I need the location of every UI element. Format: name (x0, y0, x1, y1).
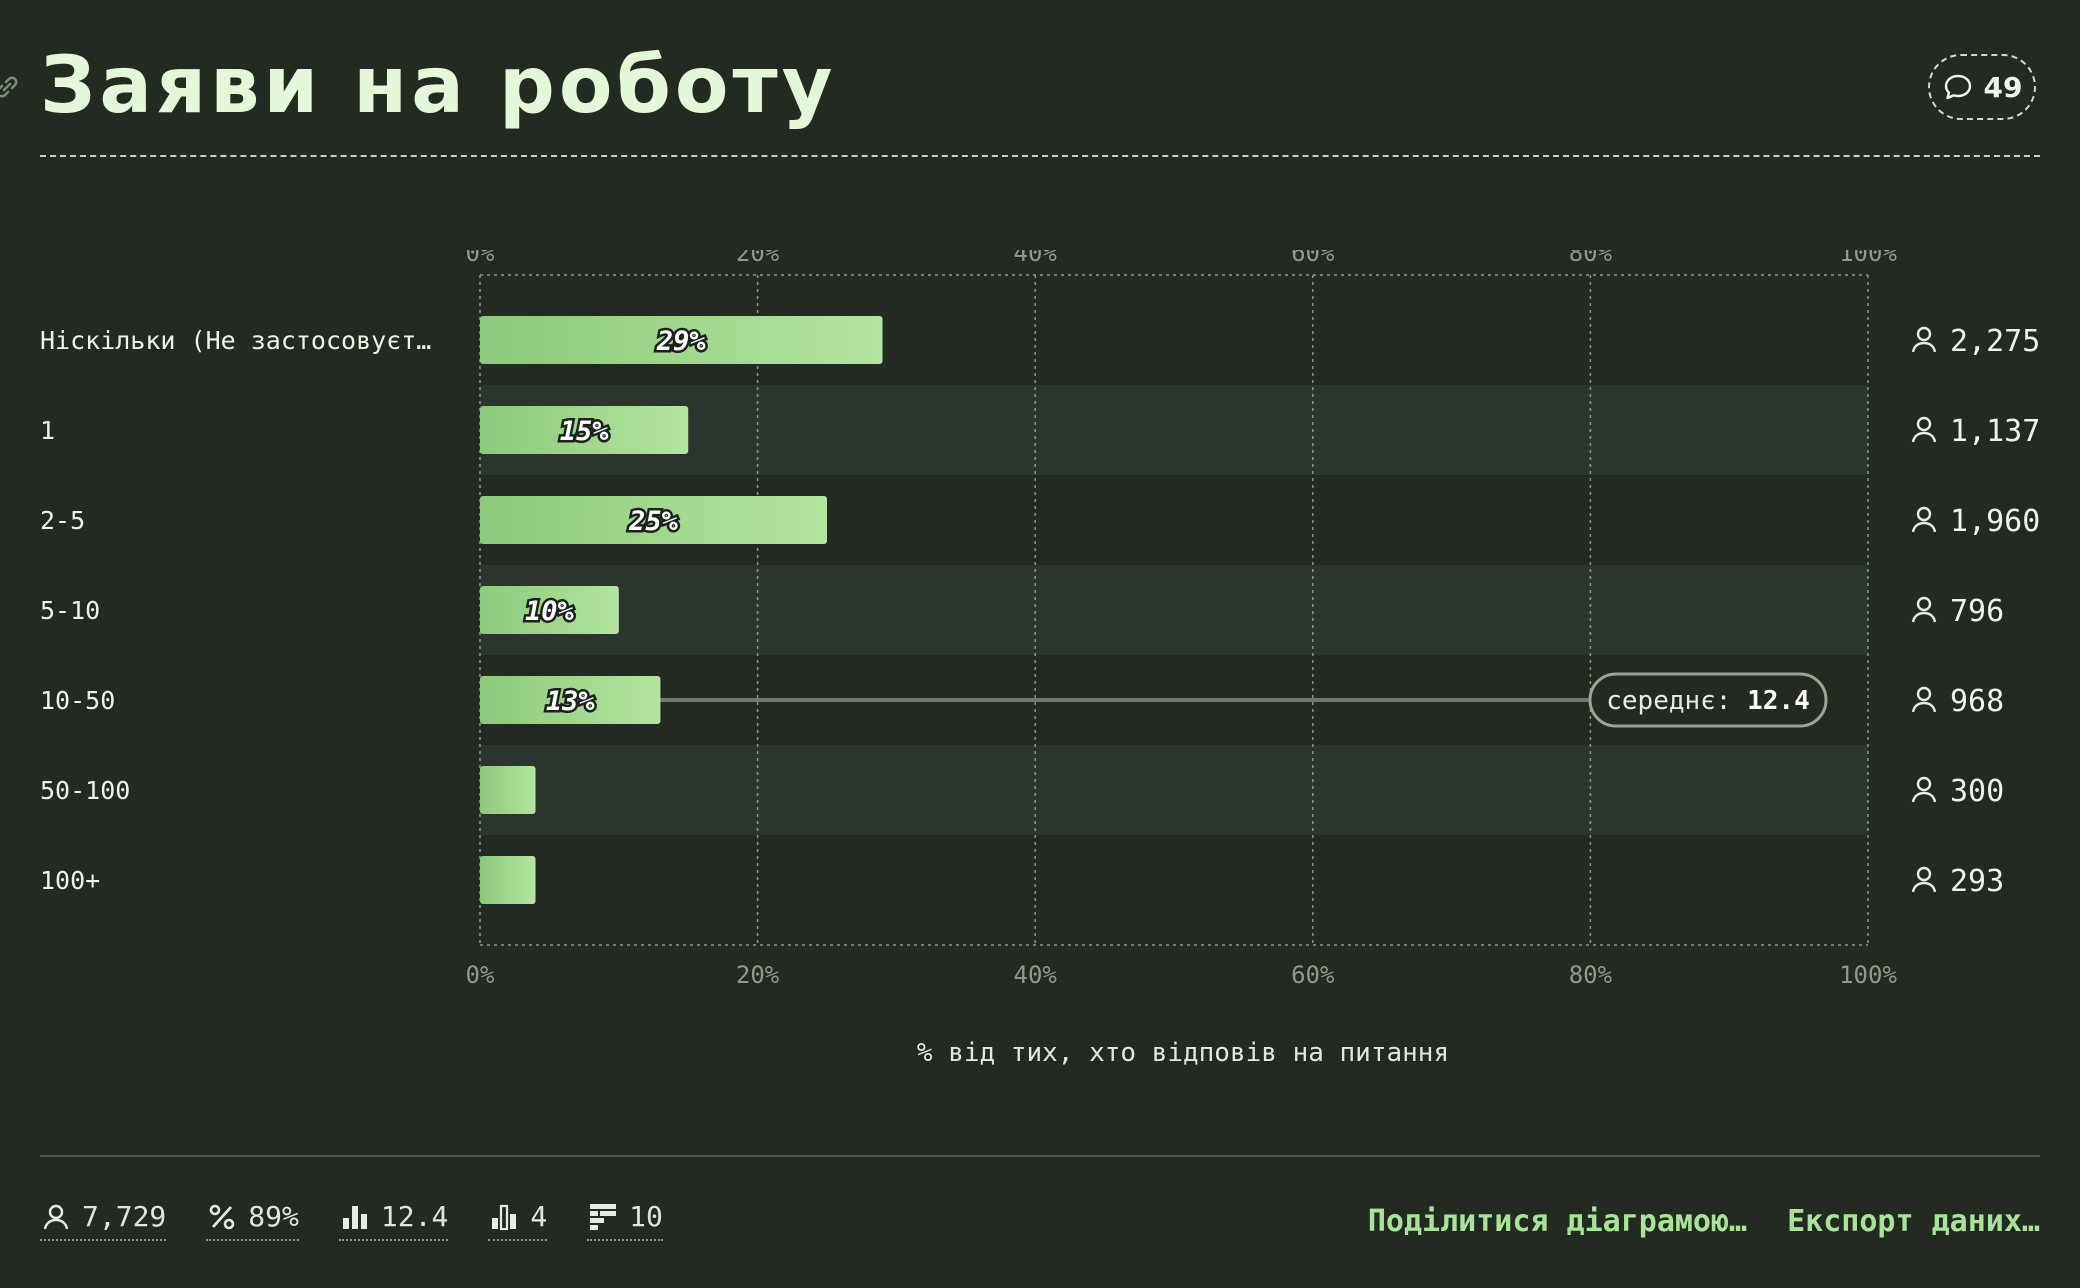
person-icon (1911, 776, 1937, 803)
row-band (480, 565, 1868, 655)
x-axis-caption: % від тих, хто відповів на питання (0, 1038, 2080, 1068)
x-tick-label-bottom: 100% (1839, 961, 1897, 989)
respondent-count: 2,275 (1950, 324, 2040, 359)
x-tick-label-top: 40% (1014, 250, 1058, 267)
stat-options-value: 10 (629, 1200, 663, 1233)
x-axis-label: % від тих, хто відповів на питання (916, 1038, 1450, 1068)
x-tick-label-top: 60% (1291, 250, 1335, 267)
row-band (480, 745, 1868, 835)
bar-value-label: 15% (560, 416, 610, 447)
stat-respondents[interactable]: 7,729 (40, 1200, 167, 1241)
bar (480, 496, 827, 544)
person-icon (1911, 416, 1937, 443)
x-tick-label-top: 20% (736, 250, 780, 267)
x-tick-label-bottom: 20% (736, 961, 780, 989)
comment-count: 49 (1983, 70, 2023, 104)
row-band (480, 385, 1868, 475)
person-icon (1911, 686, 1937, 713)
bar (480, 406, 689, 454)
bar (480, 676, 661, 724)
x-tick-label-bottom: 0% (466, 961, 495, 989)
comment-icon (1944, 74, 1971, 100)
person-icon (1911, 596, 1937, 623)
stat-percent-value: 89% (248, 1200, 299, 1233)
bar-value-label: 29% (656, 326, 707, 357)
footer-divider (40, 1155, 2040, 1157)
person-icon (1911, 326, 1937, 353)
share-chart-link[interactable]: Поділитися діаграмою… (1367, 1204, 1748, 1239)
category-label: 10-50 (40, 686, 115, 715)
respondent-count: 1,137 (1950, 414, 2040, 449)
percent-icon (209, 1204, 235, 1229)
mean-chart-icon (342, 1205, 367, 1229)
category-label: 1 (40, 416, 55, 445)
category-label: 5-10 (40, 596, 100, 625)
bar (480, 766, 536, 814)
options-list-icon (590, 1203, 617, 1230)
x-tick-label-bottom: 80% (1569, 961, 1613, 989)
category-label: 100+ (40, 866, 100, 895)
bar (480, 316, 883, 364)
stat-mean[interactable]: 12.4 (338, 1200, 449, 1241)
x-tick-label-top: 80% (1569, 250, 1613, 267)
respondent-count: 300 (1950, 774, 2004, 809)
stat-respondents-value: 7,729 (82, 1200, 167, 1233)
stat-percent[interactable]: 89% (206, 1200, 299, 1241)
mean-badge (1588, 672, 1828, 728)
export-data-link[interactable]: Експорт даних… (1787, 1204, 2040, 1239)
bar (480, 856, 536, 904)
person-icon (43, 1204, 69, 1229)
category-label: Ніскільки (Не застосовуєт… (40, 326, 431, 355)
respondent-count: 293 (1950, 864, 2004, 899)
x-tick-label-bottom: 40% (1014, 961, 1058, 989)
x-tick-label-bottom: 60% (1291, 961, 1335, 989)
chart-canvas: 0% 0% 20% 20% 40% 40% 60% 60% 80% 80% 100% 100% Ніск… (40, 250, 2040, 989)
bar-value-label: 13% (546, 686, 596, 717)
chart-actions: Поділитися діаграмою… Експорт даних… (1368, 1204, 2040, 1239)
mean-badge-text: середнє: 12.4 (1606, 686, 1810, 716)
respondent-count: 796 (1950, 594, 2004, 629)
category-label: 50-100 (40, 776, 130, 805)
person-icon (1911, 506, 1937, 533)
stat-mean-value: 12.4 (380, 1200, 449, 1233)
title-divider (40, 155, 2040, 157)
bar-chart: 0% 0% 20% 20% 40% 40% 60% 60% 80% 80% 100% 100% Ніск… (0, 250, 2080, 990)
category-label: 2-5 (40, 506, 85, 535)
bar (480, 586, 619, 634)
respondent-count: 968 (1950, 684, 2004, 719)
respondent-count: 1,960 (1950, 504, 2040, 539)
median-chart-icon (492, 1204, 517, 1230)
mean-value: 12.4 (1747, 686, 1810, 716)
x-tick-label-top: 100% (1839, 250, 1897, 267)
stats-bar: 7,729 89% 12.4 4 10 (40, 1200, 663, 1241)
stat-median-value: 4 (530, 1200, 548, 1233)
page-title: Заяви на роботу (40, 41, 837, 131)
bar-value-label: 25% (628, 506, 679, 537)
comments-button[interactable]: 49 (1928, 54, 2036, 120)
person-icon (1911, 866, 1937, 893)
bar-value-label: 10% (525, 596, 575, 627)
x-tick-label-top: 0% (466, 250, 495, 267)
mean-label: середнє: (1606, 686, 1747, 716)
stat-options[interactable]: 10 (587, 1200, 663, 1241)
stat-median[interactable]: 4 (488, 1200, 548, 1241)
link-icon[interactable] (0, 74, 20, 100)
